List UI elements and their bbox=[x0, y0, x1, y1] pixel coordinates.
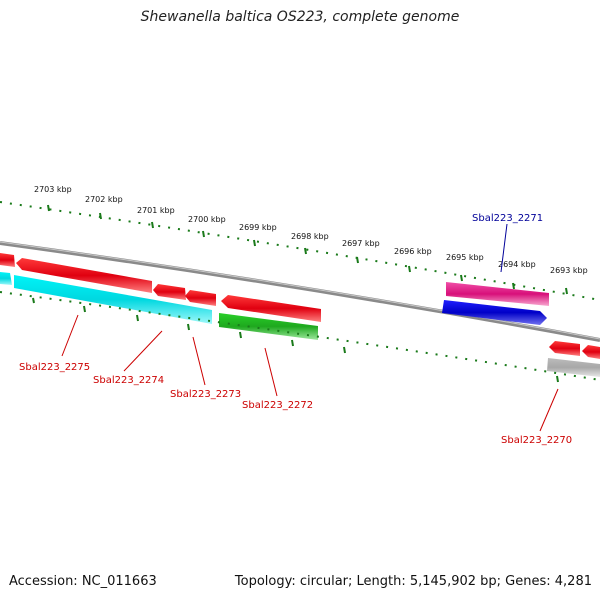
gene-arrow[interactable] bbox=[549, 341, 580, 356]
gene-arrow[interactable] bbox=[16, 258, 152, 293]
ruler-tick bbox=[47, 204, 50, 212]
ruler-tick bbox=[512, 282, 515, 290]
gene-arrow[interactable] bbox=[547, 358, 600, 377]
ruler-label: 2698 kbp bbox=[291, 232, 329, 241]
ruler-label: 2701 kbp bbox=[137, 206, 175, 215]
ruler-tick bbox=[32, 297, 35, 304]
ruler-tick bbox=[83, 305, 86, 313]
gene-labels: Sbal223_2275 Sbal223_2274 Sbal223_2273 S… bbox=[19, 213, 572, 446]
map-title: Shewanella baltica OS223, complete genom… bbox=[140, 9, 460, 25]
ruler-tick bbox=[151, 221, 154, 229]
gene-arrow[interactable] bbox=[221, 295, 321, 322]
gene-label-sbal223-2272[interactable]: Sbal223_2272 bbox=[242, 400, 313, 411]
ruler-label: 2703 kbp bbox=[34, 185, 72, 194]
gene-arrow[interactable] bbox=[0, 253, 15, 267]
ruler-label: 2696 kbp bbox=[394, 247, 432, 256]
outer-ruler bbox=[0, 201, 600, 301]
genome-backbone bbox=[0, 241, 600, 342]
ruler-tick bbox=[556, 375, 559, 383]
gene-arrow[interactable] bbox=[582, 345, 600, 359]
gene-label-sbal223-2275[interactable]: Sbal223_2275 bbox=[19, 362, 90, 373]
gene-arrow[interactable] bbox=[14, 275, 212, 324]
gene-arrow[interactable] bbox=[446, 282, 549, 306]
ruler-tick bbox=[136, 314, 139, 322]
outer-ruler-labels: 2703 kbp 2702 kbp 2701 kbp 2700 kbp 2699… bbox=[34, 185, 588, 275]
gene-label-sbal223-2273[interactable]: Sbal223_2273 bbox=[170, 389, 241, 400]
gene-label-sbal223-2271[interactable]: Sbal223_2271 bbox=[472, 213, 543, 224]
gene-label-sbal223-2270[interactable]: Sbal223_2270 bbox=[501, 435, 572, 446]
ruler-label: 2697 kbp bbox=[342, 239, 380, 248]
ruler-tick bbox=[408, 265, 411, 273]
gene-arrow[interactable] bbox=[153, 284, 186, 300]
gene-arrow[interactable] bbox=[219, 313, 318, 340]
genome-summary-text: Topology: circular; Length: 5,145,902 bp… bbox=[234, 574, 592, 589]
ruler-tick bbox=[356, 256, 359, 264]
ruler-tick bbox=[460, 274, 463, 282]
gene-label-connectors bbox=[61, 223, 559, 432]
ruler-label: 2699 kbp bbox=[239, 223, 277, 232]
gene-arrow[interactable] bbox=[442, 300, 547, 325]
ruler-tick bbox=[187, 323, 190, 331]
ruler-label: 2693 kbp bbox=[550, 266, 588, 275]
ruler-tick bbox=[343, 346, 346, 354]
ruler-tick bbox=[565, 287, 568, 295]
gene-arrow[interactable] bbox=[0, 272, 12, 285]
ruler-label: 2695 kbp bbox=[446, 253, 484, 262]
ruler-tick bbox=[202, 230, 205, 238]
gene-arrow[interactable] bbox=[185, 290, 216, 306]
reverse-strand-genes bbox=[0, 272, 600, 377]
ruler-tick bbox=[253, 239, 256, 247]
ruler-tick bbox=[304, 247, 307, 255]
ruler-label: 2694 kbp bbox=[498, 260, 536, 269]
accession-text: Accession: NC_011663 bbox=[9, 574, 157, 589]
ruler-label: 2702 kbp bbox=[85, 195, 123, 204]
gene-label-sbal223-2274[interactable]: Sbal223_2274 bbox=[93, 375, 164, 386]
ruler-tick bbox=[99, 212, 102, 220]
ruler-label: 2700 kbp bbox=[188, 215, 226, 224]
ruler-tick bbox=[239, 331, 242, 339]
ruler-tick bbox=[291, 339, 294, 347]
forward-strand-genes bbox=[0, 253, 600, 359]
inner-ruler bbox=[0, 291, 600, 383]
